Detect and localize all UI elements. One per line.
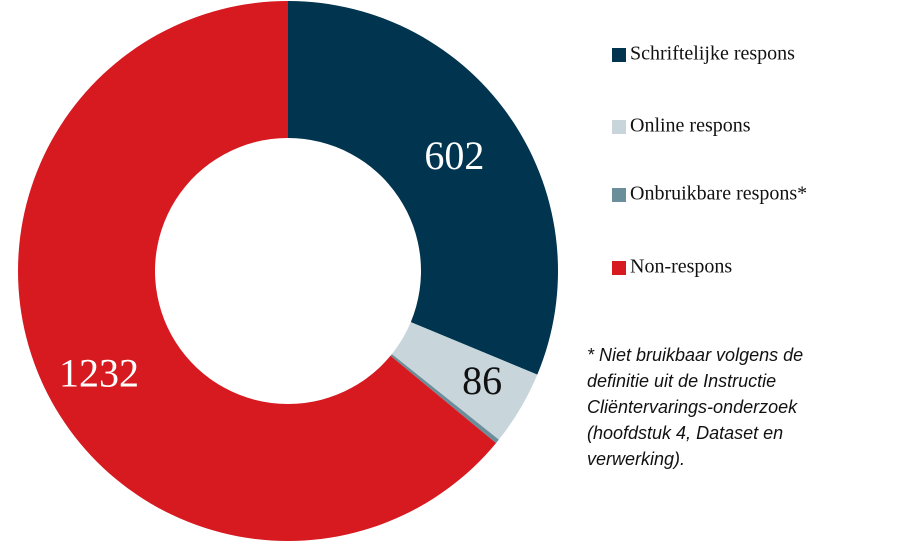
legend-swatch (612, 188, 626, 202)
legend-swatch (612, 261, 626, 275)
legend-label: Non-respons (630, 256, 732, 278)
slice (390, 354, 499, 444)
footnote: verwerking). (587, 449, 685, 469)
value-label: 602 (424, 133, 484, 178)
legend-swatch (612, 48, 626, 62)
value-label: 1232 (59, 350, 139, 395)
footnote: Cliëntervarings-onderzoek (587, 397, 798, 417)
legend-label: Onbruikbare respons* (630, 183, 807, 205)
slice (17, 1, 497, 542)
footnote: (hoofdstuk 4, Dataset en (587, 423, 783, 443)
legend-label: Online respons (630, 115, 751, 137)
legend-label: Schriftelijke respons (630, 43, 795, 65)
legend-swatch (612, 120, 626, 134)
footnote: * Niet bruikbaar volgens de (587, 345, 803, 365)
slice (288, 1, 558, 375)
slice (391, 322, 538, 440)
footnote: definitie uit de Instructie (587, 371, 776, 391)
value-label: 86 (462, 358, 502, 403)
